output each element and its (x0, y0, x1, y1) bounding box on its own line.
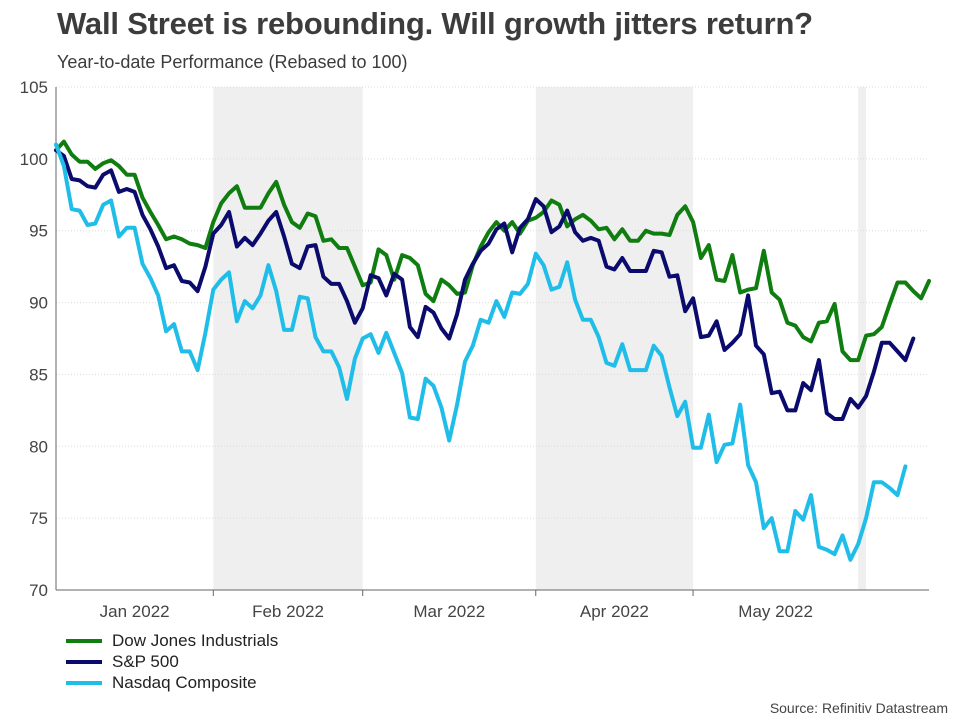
legend-item: Nasdaq Composite (66, 672, 278, 693)
series-line-nasdaq-composite (54, 142, 908, 562)
legend-label: Dow Jones Industrials (112, 630, 279, 650)
x-tick-label: Apr 2022 (580, 602, 649, 621)
x-axis-ticks: Jan 2022 Feb 2022 Mar 2022 Apr 2022 May 2022 (100, 590, 813, 621)
legend-item: S&P 500 (66, 651, 278, 672)
legend-swatch (66, 659, 102, 664)
y-tick-label: 100 (20, 150, 48, 169)
x-tick-label: Feb 2022 (252, 602, 324, 621)
legend-swatch (66, 638, 102, 643)
series-lines (54, 139, 931, 562)
axes (55, 87, 929, 591)
source-note: Source: Refinitiv Datastream (769, 700, 948, 716)
x-tick-label: May 2022 (738, 602, 813, 621)
shaded-month-band (535, 87, 694, 590)
legend-label: Nasdaq Composite (112, 672, 257, 692)
y-axis-ticks: 70 75 80 85 90 95 100 105 (20, 78, 48, 600)
series-line-s-p-500 (54, 148, 916, 421)
shaded-months (213, 87, 867, 590)
chart-subtitle: Year-to-date Performance (Rebased to 100… (57, 52, 408, 72)
y-tick-label: 90 (29, 294, 48, 313)
shaded-month-band (213, 87, 363, 590)
y-tick-label: 95 (29, 222, 48, 241)
series-line-dow-jones-industrials (54, 139, 931, 363)
y-tick-label: 75 (29, 509, 48, 528)
legend-item: Dow Jones Industrials (66, 630, 278, 651)
legend-label: S&P 500 (112, 651, 179, 671)
shaded-month-band (858, 87, 867, 590)
legend-swatch (66, 680, 102, 685)
y-tick-label: 70 (29, 581, 48, 600)
chart-title: Wall Street is rebounding. Will growth j… (57, 6, 813, 41)
y-tick-label: 105 (20, 78, 48, 97)
x-tick-label: Mar 2022 (413, 602, 485, 621)
y-tick-label: 80 (29, 437, 48, 456)
y-tick-label: 85 (29, 365, 48, 384)
x-tick-label: Jan 2022 (100, 602, 170, 621)
legend: Dow Jones Industrials S&P 500 Nasdaq Compo… (66, 630, 278, 693)
